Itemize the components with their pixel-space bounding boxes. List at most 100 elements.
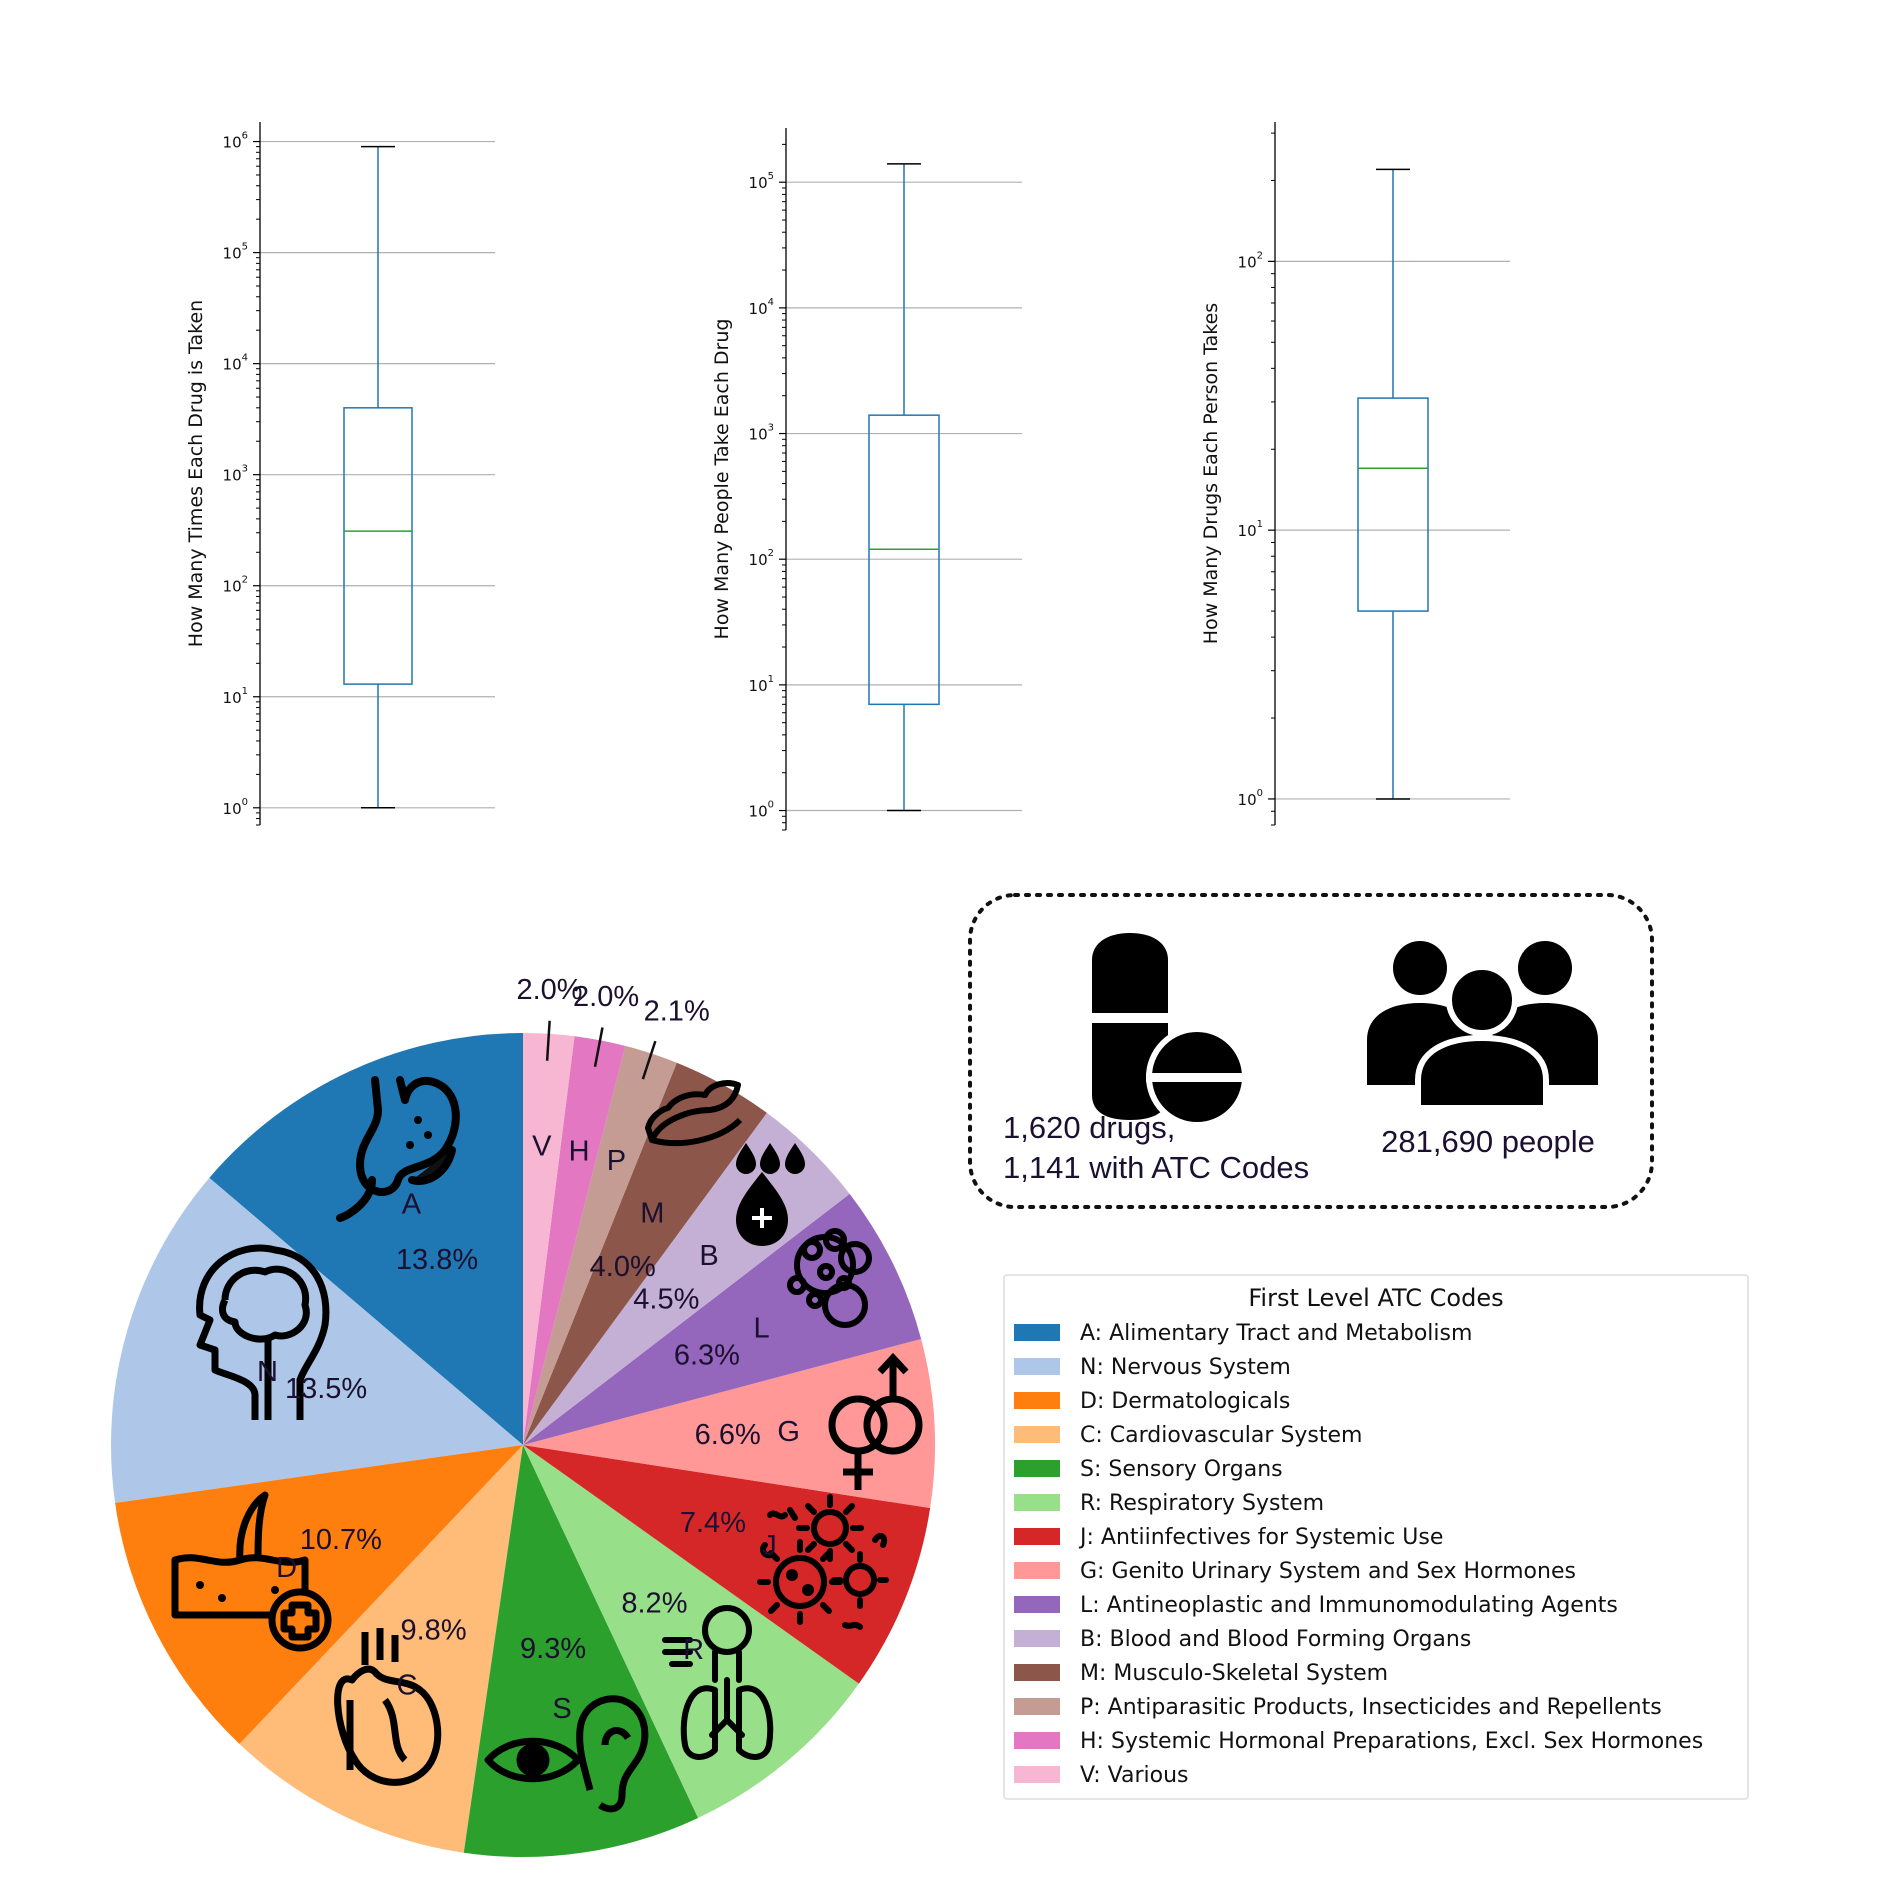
pie-pct-label: 4.5% — [633, 1283, 699, 1315]
drug-count-line1: 1,620 drugs, — [1003, 1110, 1175, 1145]
leader-line — [641, 1040, 657, 1080]
pie-slice-D — [115, 1445, 524, 1744]
pie-chart: A13.8%N13.5%D10.7%C9.8%S9.3% R8.2%J7.4%G6… — [111, 974, 935, 1857]
legend-label: G: Genito Urinary System and Sex Hormone… — [1080, 1559, 1576, 1584]
legend-swatch — [1014, 1630, 1060, 1647]
y-tick-label: 106 — [223, 131, 248, 152]
box — [1357, 397, 1429, 612]
y-tick-label: 102 — [749, 548, 774, 569]
y-tick-label: 102 — [223, 575, 248, 596]
y-tick-label: 101 — [1238, 519, 1263, 540]
pie-code-label: N — [257, 1356, 278, 1388]
pie-slice-G — [523, 1338, 935, 1509]
y-tick-label: 105 — [223, 242, 248, 263]
pie-pct-label: 6.6% — [695, 1419, 761, 1451]
pie-slice-H — [523, 1036, 626, 1445]
pills-icon — [1088, 933, 1248, 1128]
pie-code-label: H — [569, 1135, 590, 1167]
virus-icon — [757, 1494, 889, 1630]
pie-pct-label: 7.4% — [680, 1507, 746, 1539]
legend-item: N: Nervous System — [1014, 1355, 1291, 1380]
y-tick-label: 100 — [749, 800, 774, 821]
legend-item: G: Genito Urinary System and Sex Hormone… — [1014, 1559, 1576, 1584]
pie-slice-L — [523, 1193, 922, 1445]
pie-pct-label: 8.2% — [621, 1587, 687, 1619]
box-plot-2: 100 101 102 103 104 105 How Many People Take E… — [711, 128, 1022, 831]
legend-swatch — [1014, 1732, 1060, 1749]
pie-pct-label: 13.5% — [285, 1373, 367, 1405]
skin-icon — [171, 1491, 332, 1652]
legend-swatch — [1014, 1596, 1060, 1613]
pie-pct-label: 2.1% — [644, 996, 710, 1028]
drug-count-line2: 1,141 with ATC Codes — [1003, 1150, 1309, 1185]
lungs-icon — [662, 1605, 774, 1760]
legend-label: L: Antineoplastic and Immunomodulating A… — [1080, 1593, 1618, 1618]
people-count: 281,690 people — [1381, 1124, 1595, 1159]
legend-swatch — [1014, 1392, 1060, 1409]
legend-swatch — [1014, 1664, 1060, 1681]
legend-label: H: Systemic Hormonal Preparations, Excl.… — [1080, 1729, 1703, 1754]
legend-label: J: Antiinfectives for Systemic Use — [1078, 1525, 1443, 1550]
legend-swatch — [1014, 1698, 1060, 1715]
heart-icon — [334, 1628, 442, 1786]
legend-label: A: Alimentary Tract and Metabolism — [1080, 1321, 1472, 1346]
legend-item: C: Cardiovascular System — [1014, 1423, 1362, 1448]
y-tick-label: 102 — [1238, 250, 1263, 271]
y-axis-label: How Many People Take Each Drug — [711, 319, 733, 640]
y-axis-label: How Many Drugs Each Person Takes — [1200, 303, 1222, 644]
y-tick-label: 100 — [1238, 788, 1263, 809]
legend-label: R: Respiratory System — [1080, 1491, 1324, 1516]
legend-label: D: Dermatologicals — [1080, 1389, 1290, 1414]
pie-pct-label: 9.3% — [520, 1633, 586, 1665]
pie-slice-A — [209, 1033, 523, 1445]
legend-swatch — [1014, 1528, 1060, 1545]
legend: First Level ATC Codes A: Alimentary Trac… — [1003, 1274, 1749, 1800]
legend-item: H: Systemic Hormonal Preparations, Excl.… — [1014, 1729, 1703, 1754]
y-tick-label: 101 — [749, 674, 774, 695]
pie-pct-label: 2.0% — [516, 974, 582, 1006]
gender-icon — [828, 1352, 923, 1490]
cells-icon — [787, 1228, 872, 1328]
legend-swatch — [1014, 1562, 1060, 1579]
pie-slice-V — [523, 1033, 575, 1445]
legend-label: V: Various — [1080, 1763, 1189, 1788]
stomach-icon — [336, 1076, 460, 1222]
box-plot-3: 100 101 102 How Many Drugs Each Person Take… — [1200, 122, 1510, 826]
legend-label: S: Sensory Organs — [1080, 1457, 1283, 1482]
pie-icons — [171, 1076, 923, 1813]
pie-pct-label: 2.0% — [573, 981, 639, 1013]
pie-pct-label: 6.3% — [674, 1339, 740, 1371]
legend-swatch — [1014, 1426, 1060, 1443]
legend-swatch — [1014, 1324, 1060, 1341]
box — [868, 414, 940, 706]
brain-head-icon — [196, 1244, 330, 1420]
blood-drop-icon — [736, 1143, 805, 1246]
y-tick-label: 104 — [223, 353, 248, 374]
y-tick-label: 101 — [223, 686, 248, 707]
pie-code-label: A — [402, 1189, 422, 1221]
legend-label: C: Cardiovascular System — [1080, 1423, 1362, 1448]
pie-code-label: S — [552, 1693, 571, 1725]
pie-code-label: P — [607, 1145, 626, 1177]
pie-pct-label: 10.7% — [300, 1524, 382, 1556]
legend-item: D: Dermatologicals — [1014, 1389, 1290, 1414]
box-plot-1: 100 101 102 103 104 105 106 How Many Times Each… — [185, 122, 495, 826]
pie-code-label: V — [532, 1131, 552, 1163]
legend-label: P: Antiparasitic Products, Insecticides … — [1080, 1695, 1662, 1720]
legend-item: B: Blood and Blood Forming Organs — [1014, 1627, 1471, 1652]
legend-item: L: Antineoplastic and Immunomodulating A… — [1014, 1593, 1618, 1618]
pie-pct-label: 9.8% — [401, 1614, 467, 1646]
y-axis-label: How Many Times Each Drug is Taken — [185, 300, 207, 647]
leader-line — [593, 1027, 604, 1068]
people-icon — [1367, 941, 1598, 1111]
pie-code-label: J — [762, 1530, 777, 1562]
box — [343, 407, 413, 685]
legend-swatch — [1014, 1494, 1060, 1511]
eye-ear-icon — [484, 1695, 649, 1813]
y-tick-label: 104 — [749, 297, 774, 318]
y-tick-label: 103 — [749, 423, 774, 444]
legend-item: J: Antiinfectives for Systemic Use — [1014, 1525, 1443, 1550]
pie-code-label: G — [777, 1416, 800, 1448]
pie-slice-P — [523, 1045, 677, 1445]
legend-item: P: Antiparasitic Products, Insecticides … — [1014, 1695, 1662, 1720]
